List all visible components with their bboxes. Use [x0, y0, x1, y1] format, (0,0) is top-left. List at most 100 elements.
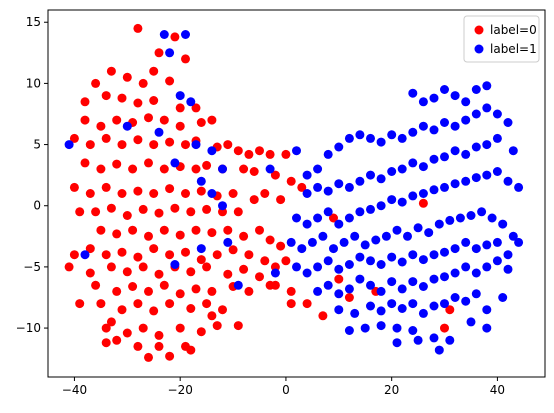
point-label-0-37 — [233, 146, 243, 156]
point-label-0-107 — [260, 256, 270, 266]
point-label-0-156 — [154, 341, 164, 351]
point-label-1-45 — [440, 85, 449, 94]
point-label-0-154 — [112, 335, 122, 345]
point-label-1-149 — [440, 272, 449, 282]
point-label-0-55 — [286, 176, 296, 186]
point-label-1-96 — [329, 244, 338, 254]
point-label-0-162 — [318, 311, 328, 321]
point-label-0-139 — [149, 306, 159, 316]
point-label-1-156 — [334, 305, 344, 315]
point-label-0-136 — [96, 299, 106, 309]
point-label-0-170 — [207, 311, 217, 321]
point-label-1-34 — [429, 125, 439, 135]
point-label-1-175 — [408, 326, 418, 335]
point-label-1-25 — [334, 142, 344, 152]
point-label-1-57 — [376, 174, 386, 184]
point-label-0-168 — [329, 213, 338, 223]
y-tick-label: −5 — [23, 260, 41, 274]
point-label-1-85 — [450, 179, 460, 189]
point-label-1-16 — [196, 244, 206, 254]
point-label-0-8 — [165, 76, 175, 86]
point-label-0-94 — [276, 241, 286, 251]
point-label-1-155 — [503, 264, 513, 274]
point-label-1-77 — [366, 204, 375, 214]
point-label-1-21 — [292, 146, 301, 156]
point-label-1-103 — [403, 231, 412, 241]
point-label-1-50 — [302, 189, 312, 198]
point-label-1-35 — [440, 118, 449, 127]
x-tick-label: −20 — [168, 383, 193, 397]
point-label-1-46 — [450, 91, 460, 101]
point-label-1-65 — [461, 149, 471, 159]
point-label-1-169 — [482, 305, 492, 315]
point-label-0-151 — [196, 327, 206, 337]
point-label-1-17 — [170, 260, 180, 269]
point-label-0-96 — [85, 244, 95, 254]
point-label-0-91 — [239, 231, 249, 241]
point-label-1-177 — [445, 335, 455, 345]
point-label-1-51 — [313, 182, 323, 192]
point-label-0-119 — [223, 269, 233, 279]
point-label-0-58 — [85, 189, 95, 198]
x-tick-label: 0 — [282, 383, 290, 397]
point-label-0-106 — [244, 250, 254, 260]
point-label-0-43 — [96, 164, 106, 174]
point-label-1-58 — [387, 167, 397, 176]
point-label-1-39 — [482, 103, 492, 113]
point-label-1-30 — [387, 130, 397, 140]
point-label-1-115 — [292, 262, 301, 272]
point-label-0-126 — [144, 286, 153, 296]
point-label-1-28 — [366, 133, 375, 143]
point-label-1-61 — [418, 162, 428, 172]
point-label-0-161 — [186, 345, 196, 355]
point-label-1-111 — [487, 213, 497, 223]
point-label-0-93 — [265, 235, 275, 245]
point-label-0-25 — [207, 115, 217, 125]
point-label-1-164 — [429, 301, 439, 311]
point-label-0-32 — [165, 137, 175, 147]
point-label-0-81 — [233, 207, 243, 217]
point-label-0-13 — [133, 98, 143, 108]
point-label-1-170 — [498, 293, 508, 302]
point-label-1-33 — [418, 121, 428, 131]
point-label-0-147 — [122, 328, 132, 338]
point-label-0-36 — [223, 140, 233, 150]
point-label-0-95 — [69, 250, 79, 260]
point-label-1-107 — [445, 215, 455, 225]
point-label-1-74 — [334, 219, 344, 229]
point-label-1-105 — [424, 228, 434, 238]
point-label-1-11 — [218, 164, 227, 174]
point-label-0-77 — [170, 203, 180, 213]
point-label-1-41 — [503, 118, 513, 127]
point-label-1-87 — [471, 173, 481, 183]
point-label-1-147 — [418, 282, 428, 291]
point-label-1-130 — [450, 244, 460, 254]
point-label-0-50 — [202, 160, 212, 170]
point-label-1-94 — [307, 237, 317, 247]
point-label-0-60 — [117, 189, 127, 198]
point-label-1-114 — [270, 268, 280, 278]
point-label-0-89 — [207, 228, 217, 238]
point-label-0-129 — [191, 284, 201, 294]
point-label-0-56 — [297, 182, 307, 192]
point-label-1-161 — [397, 304, 407, 313]
point-label-1-1 — [181, 30, 190, 39]
point-label-0-47 — [159, 164, 169, 174]
point-label-1-106 — [434, 219, 444, 229]
point-label-1-90 — [503, 176, 513, 186]
point-label-1-89 — [492, 167, 502, 176]
point-label-1-144 — [387, 277, 397, 287]
point-label-1-174 — [392, 323, 402, 333]
point-label-1-146 — [408, 277, 418, 287]
point-label-1-59 — [397, 164, 407, 174]
point-label-1-43 — [418, 97, 428, 107]
point-label-0-105 — [228, 245, 238, 255]
point-label-0-144 — [286, 299, 296, 309]
point-label-0-90 — [223, 225, 233, 235]
x-tick-label: −40 — [62, 383, 87, 397]
points-layer — [64, 23, 524, 362]
point-label-1-133 — [482, 240, 492, 250]
point-label-1-38 — [471, 109, 481, 119]
point-label-0-99 — [133, 252, 143, 262]
point-label-0-11 — [101, 91, 111, 101]
